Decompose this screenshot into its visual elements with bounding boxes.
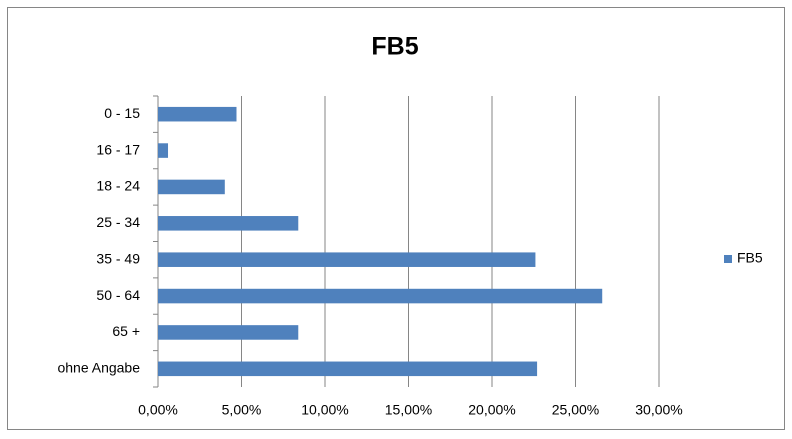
x-tick-label: 25,00% bbox=[552, 402, 599, 418]
y-tick-label: 25 - 34 bbox=[96, 214, 140, 230]
chart-border bbox=[7, 7, 785, 430]
bar bbox=[158, 325, 299, 340]
chart-title: FB5 bbox=[371, 33, 418, 61]
x-tick-label: 20,00% bbox=[468, 402, 515, 418]
bar bbox=[158, 288, 603, 304]
y-tick-label: ohne Angabe bbox=[57, 360, 140, 376]
bar bbox=[158, 216, 299, 231]
x-tick-label: 5,00% bbox=[222, 402, 262, 418]
bar bbox=[158, 179, 225, 195]
y-tick-label: 0 - 15 bbox=[104, 105, 140, 121]
x-tick-label: 30,00% bbox=[635, 402, 682, 418]
x-tick-label: 10,00% bbox=[301, 402, 348, 418]
bar bbox=[158, 252, 536, 267]
y-tick-label: 16 - 17 bbox=[96, 141, 140, 157]
x-tick-label: 15,00% bbox=[385, 402, 432, 418]
legend-label: FB5 bbox=[737, 250, 763, 266]
bar bbox=[158, 106, 237, 122]
bar bbox=[158, 143, 169, 158]
y-tick-label: 65 + bbox=[112, 323, 140, 339]
bar bbox=[158, 361, 538, 377]
y-tick-label: 50 - 64 bbox=[96, 287, 140, 303]
legend-swatch bbox=[724, 255, 732, 263]
y-tick-label: 35 - 49 bbox=[96, 250, 140, 266]
x-tick-label: 0,00% bbox=[138, 402, 178, 418]
y-tick-label: 18 - 24 bbox=[96, 178, 140, 194]
